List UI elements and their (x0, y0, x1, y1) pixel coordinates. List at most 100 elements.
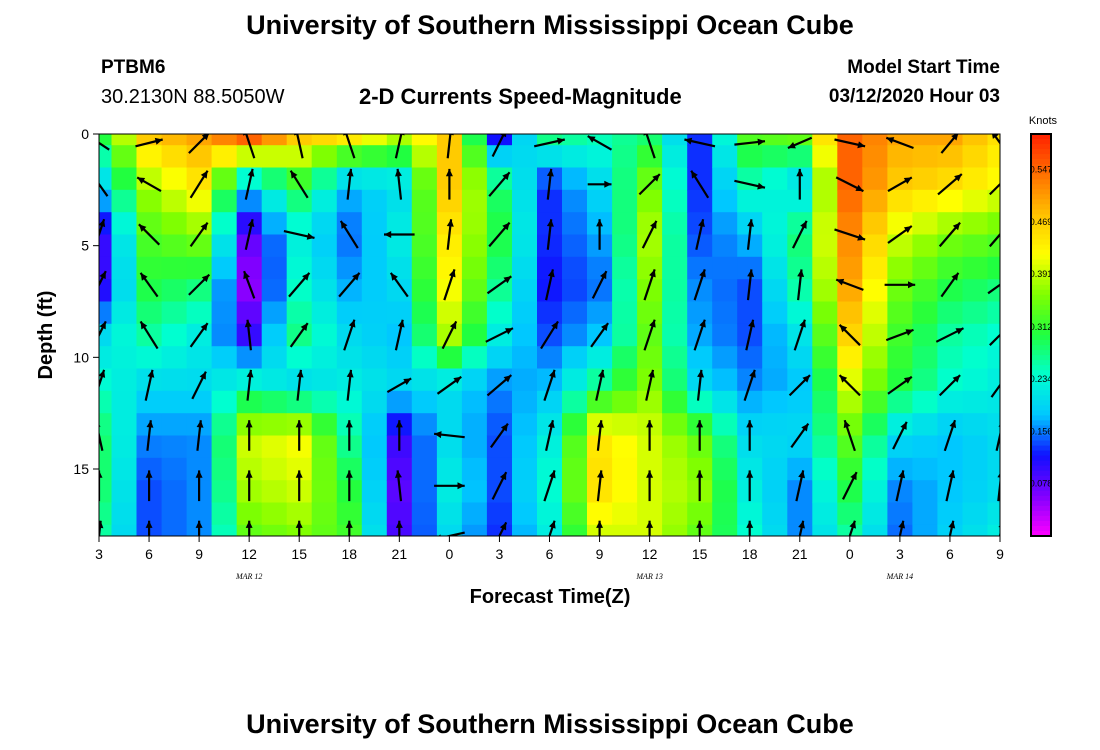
heatmap-cell (812, 134, 838, 146)
heatmap-cell (862, 502, 888, 526)
heatmap-cell (887, 234, 913, 258)
heatmap-cell (236, 301, 263, 325)
heatmap-cell (136, 279, 163, 303)
x-tick-label: 3 (896, 546, 904, 562)
heatmap-cell (812, 234, 838, 258)
current-arrow (441, 320, 458, 350)
current-arrow (345, 470, 353, 502)
heatmap-cell (712, 480, 738, 504)
colorbar-segment (1031, 495, 1051, 502)
heatmap-cell (261, 256, 288, 280)
heatmap-cell (211, 145, 238, 169)
colorbar-tick-label: 0.078 (1030, 479, 1053, 489)
heatmap-cell (286, 234, 313, 258)
heatmap-cell (962, 234, 989, 258)
heatmap-cell (161, 323, 188, 347)
heatmap-cell (436, 346, 463, 370)
heatmap-cell (837, 368, 863, 392)
colorbar-segment (1031, 234, 1051, 241)
current-arrow (887, 375, 913, 395)
heatmap-cell (436, 279, 463, 303)
colorbar-tick-label: 0.547 (1030, 165, 1053, 175)
heatmap-cell (612, 524, 638, 536)
heatmap-cell (99, 301, 113, 325)
colorbar-segment (1031, 184, 1051, 190)
day-label: MAR 12 (235, 572, 262, 581)
heatmap-cell (99, 524, 113, 536)
current-arrow (987, 283, 1000, 295)
heatmap-cell (111, 301, 138, 325)
heatmap-cell (136, 435, 163, 459)
x-tick-label: 6 (946, 546, 954, 562)
heatmap-cell (161, 134, 188, 146)
heatmap-cell (862, 167, 888, 191)
heatmap-cell (762, 346, 788, 370)
heatmap-cell (99, 189, 113, 213)
heatmap-cell (737, 457, 763, 481)
heatmap-cell (962, 323, 989, 347)
heatmap-cell (537, 457, 563, 481)
heatmap-cell (486, 368, 513, 392)
heatmap-cell (236, 502, 263, 526)
heatmap-cell (887, 212, 913, 236)
heatmap-cell (411, 457, 438, 481)
heatmap-cell (987, 167, 1000, 191)
heatmap-cell (261, 524, 288, 536)
heatmap-cell (336, 145, 363, 169)
current-arrow (989, 182, 1000, 196)
heatmap-cell (862, 413, 888, 437)
heatmap-cell (662, 457, 688, 481)
heatmap-cell (912, 480, 938, 504)
heatmap-cell (812, 457, 838, 481)
heatmap-cell (386, 457, 413, 481)
heatmap-cell (862, 480, 888, 504)
current-arrow (696, 520, 704, 536)
main-title: University of Southern Mississippi Ocean… (246, 10, 854, 40)
heatmap-cell (136, 457, 163, 481)
current-arrow (940, 134, 959, 154)
heatmap-cell (712, 189, 738, 213)
current-arrow (189, 170, 209, 199)
current-arrow (546, 168, 554, 200)
heatmap-cell (261, 145, 288, 169)
heatmap-cell (261, 301, 288, 325)
heatmap-cell (987, 212, 1000, 236)
day-label: MAR 13 (635, 572, 662, 581)
heatmap-cell (812, 301, 838, 325)
heatmap-cell (311, 368, 338, 392)
heatmap-cell (486, 167, 513, 191)
current-arrow (189, 322, 209, 348)
heatmap-cell (987, 390, 1000, 414)
colorbar-segment (1031, 365, 1051, 371)
heatmap-cell (261, 323, 288, 347)
current-arrow (138, 223, 161, 246)
heatmap-cell (562, 212, 588, 236)
heatmap-cell (912, 390, 938, 414)
current-arrow (346, 168, 354, 200)
colorbar-segment (1031, 319, 1051, 326)
heatmap-cell (762, 480, 788, 504)
heatmap-cell (436, 234, 463, 258)
heatmap-cell (512, 346, 538, 370)
current-arrow (245, 520, 253, 536)
heatmap-cell (386, 212, 413, 236)
heatmap-cell (436, 457, 463, 481)
heatmap-cell (512, 502, 538, 526)
x-tick-label: 18 (341, 546, 357, 562)
heatmap-cell (662, 234, 688, 258)
heatmap-cell (537, 346, 563, 370)
heatmap-cell (962, 212, 989, 236)
heatmap-cell (411, 234, 438, 258)
heatmap-cell (512, 480, 538, 504)
current-arrow (788, 374, 811, 397)
heatmap-cell (161, 212, 188, 236)
heatmap-cell (662, 134, 688, 146)
heatmap-cell (862, 234, 888, 258)
heatmap-cell (211, 368, 238, 392)
colorbar-segment (1031, 254, 1051, 261)
heatmap-cell (136, 256, 163, 280)
heatmap-cell (787, 212, 813, 236)
heatmap-cell (461, 167, 488, 191)
heatmap-cell (436, 390, 463, 414)
current-arrow (895, 470, 906, 502)
